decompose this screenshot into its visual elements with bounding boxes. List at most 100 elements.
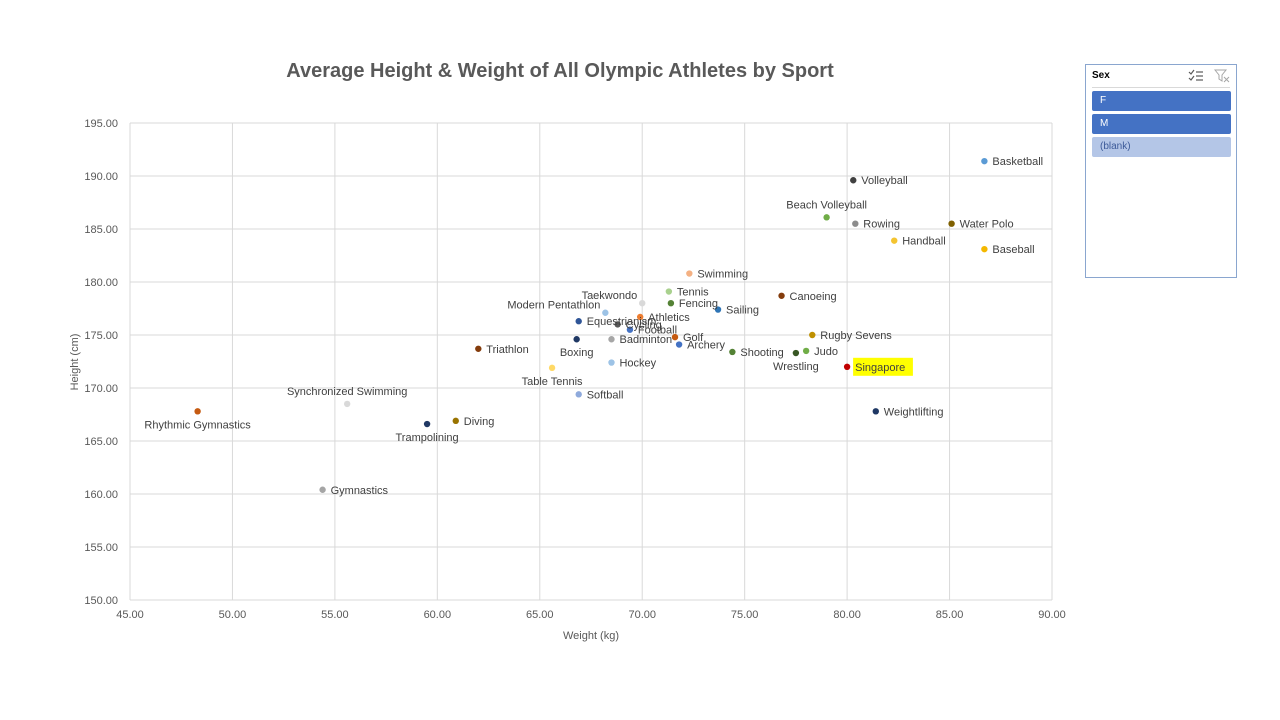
data-points bbox=[194, 157, 988, 493]
label-football: Football bbox=[638, 325, 677, 337]
point-rugby-sevens[interactable] bbox=[809, 331, 816, 339]
label-table-tennis: Table Tennis bbox=[522, 376, 583, 388]
point-golf[interactable] bbox=[671, 333, 679, 341]
point-fencing[interactable] bbox=[667, 300, 675, 307]
point-rowing[interactable] bbox=[852, 220, 859, 227]
x-tick-label: 85.00 bbox=[936, 609, 964, 621]
point-trampolining[interactable] bbox=[423, 420, 431, 428]
point-basketball[interactable] bbox=[981, 157, 988, 165]
slicer-item-m[interactable]: M bbox=[1092, 114, 1231, 134]
point-modern-pentathlon[interactable] bbox=[602, 309, 609, 316]
label-canoeing: Canoeing bbox=[790, 291, 837, 303]
label-modern-pentathlon: Modern Pentathlon bbox=[507, 300, 600, 312]
point-table-tennis[interactable] bbox=[548, 364, 556, 372]
label-synchronized-swimming: Synchronized Swimming bbox=[287, 386, 407, 398]
x-tick-label: 90.00 bbox=[1038, 609, 1066, 621]
point-beach-volleyball[interactable] bbox=[823, 214, 830, 221]
point-badminton[interactable] bbox=[608, 336, 615, 343]
point-diving[interactable] bbox=[452, 417, 459, 425]
label-gymnastics: Gymnastics bbox=[331, 485, 389, 497]
point-rhythmic-gymnastics[interactable] bbox=[194, 408, 201, 415]
label-archery: Archery bbox=[687, 340, 725, 352]
chart-title: Average Height & Weight of All Olympic A… bbox=[286, 60, 834, 82]
y-axis-ticks: 150.00 155.00 160.00 165.00 170.00 175.00 180.… bbox=[84, 118, 118, 607]
point-canoeing[interactable] bbox=[778, 292, 785, 299]
label-equestrianism: Equestrianism bbox=[587, 316, 657, 328]
label-trampolining: Trampolining bbox=[395, 432, 458, 444]
slicer-title: Sex bbox=[1092, 70, 1110, 81]
point-shooting[interactable] bbox=[729, 348, 736, 356]
label-swimming: Swimming bbox=[697, 269, 748, 281]
label-rugby-sevens: Rugby Sevens bbox=[820, 330, 892, 342]
point-wrestling[interactable] bbox=[792, 349, 800, 357]
y-tick-label: 150.00 bbox=[84, 595, 118, 607]
clear-filter-icon[interactable] bbox=[1213, 69, 1230, 83]
point-handball[interactable] bbox=[891, 237, 898, 244]
y-tick-label: 155.00 bbox=[84, 542, 118, 554]
point-football[interactable] bbox=[626, 326, 634, 333]
point-water-polo[interactable] bbox=[948, 220, 955, 227]
point-tennis[interactable] bbox=[665, 288, 673, 295]
label-wrestling: Wrestling bbox=[773, 361, 819, 373]
label-shooting: Shooting bbox=[740, 347, 783, 359]
slicer-item-f[interactable]: F bbox=[1092, 91, 1231, 111]
x-tick-label: 50.00 bbox=[219, 609, 247, 621]
point-sailing[interactable] bbox=[714, 306, 722, 313]
y-tick-label: 170.00 bbox=[84, 383, 118, 395]
multiselect-icon[interactable] bbox=[1188, 69, 1204, 83]
y-tick-label: 175.00 bbox=[84, 330, 118, 342]
point-triathlon[interactable] bbox=[475, 345, 482, 352]
x-tick-label: 55.00 bbox=[321, 609, 349, 621]
label-triathlon: Triathlon bbox=[486, 344, 528, 356]
label-basketball: Basketball bbox=[992, 156, 1043, 168]
x-tick-label: 80.00 bbox=[833, 609, 861, 621]
label-water-polo: Water Polo bbox=[960, 219, 1014, 231]
x-tick-label: 75.00 bbox=[731, 609, 759, 621]
point-softball[interactable] bbox=[575, 391, 582, 398]
y-tick-label: 160.00 bbox=[84, 489, 118, 501]
y-tick-label: 185.00 bbox=[84, 224, 118, 236]
point-athletics[interactable] bbox=[636, 313, 644, 321]
label-weightlifting: Weightlifting bbox=[884, 406, 944, 418]
label-tennis: Tennis bbox=[677, 287, 709, 299]
point-equestrianism[interactable] bbox=[575, 318, 582, 325]
label-badminton: Badminton bbox=[619, 334, 672, 346]
point-hockey[interactable] bbox=[608, 359, 615, 366]
point-synchronized-swimming[interactable] bbox=[343, 400, 351, 408]
y-tick-label: 180.00 bbox=[84, 277, 118, 289]
label-judo: Judo bbox=[814, 346, 838, 358]
label-beach-volleyball: Beach Volleyball bbox=[786, 199, 867, 211]
point-volleyball[interactable] bbox=[850, 177, 857, 184]
highlight-singapore bbox=[853, 357, 913, 376]
slicer-item-blank[interactable]: (blank) bbox=[1092, 137, 1231, 157]
x-tick-label: 70.00 bbox=[628, 609, 656, 621]
label-handball: Handball bbox=[902, 236, 945, 248]
label-rhythmic-gymnastics: Rhythmic Gymnastics bbox=[144, 419, 251, 431]
label-golf: Golf bbox=[683, 332, 704, 344]
y-tick-label: 190.00 bbox=[84, 171, 118, 183]
point-boxing[interactable] bbox=[573, 336, 580, 343]
label-cycling: Cycling bbox=[626, 319, 662, 331]
point-taekwondo[interactable] bbox=[639, 300, 646, 307]
point-cycling[interactable] bbox=[614, 321, 621, 328]
sex-slicer: Sex F M (blank) bbox=[1085, 64, 1237, 278]
x-axis-ticks: 45.00 50.00 55.00 60.00 65.00 70.00 75.00 80.00… bbox=[116, 609, 1066, 621]
x-axis-title: Weight (kg) bbox=[563, 630, 619, 642]
x-tick-label: 65.00 bbox=[526, 609, 554, 621]
point-gymnastics[interactable] bbox=[319, 486, 326, 493]
label-sailing: Sailing bbox=[726, 305, 759, 317]
point-singapore[interactable] bbox=[843, 363, 851, 370]
point-swimming[interactable] bbox=[686, 270, 693, 277]
label-fencing: Fencing bbox=[679, 298, 718, 310]
label-rowing: Rowing bbox=[863, 219, 900, 231]
x-tick-label: 45.00 bbox=[116, 609, 144, 621]
label-diving: Diving bbox=[464, 416, 495, 428]
label-singapore: Singapore bbox=[855, 362, 905, 374]
data-labels: Basketball Volleyball Beach Volleyball Rowi… bbox=[144, 156, 1043, 497]
point-judo[interactable] bbox=[802, 347, 810, 355]
point-baseball[interactable] bbox=[981, 245, 988, 253]
point-archery[interactable] bbox=[675, 341, 683, 348]
point-weightlifting[interactable] bbox=[872, 408, 879, 415]
x-tick-label: 60.00 bbox=[424, 609, 452, 621]
